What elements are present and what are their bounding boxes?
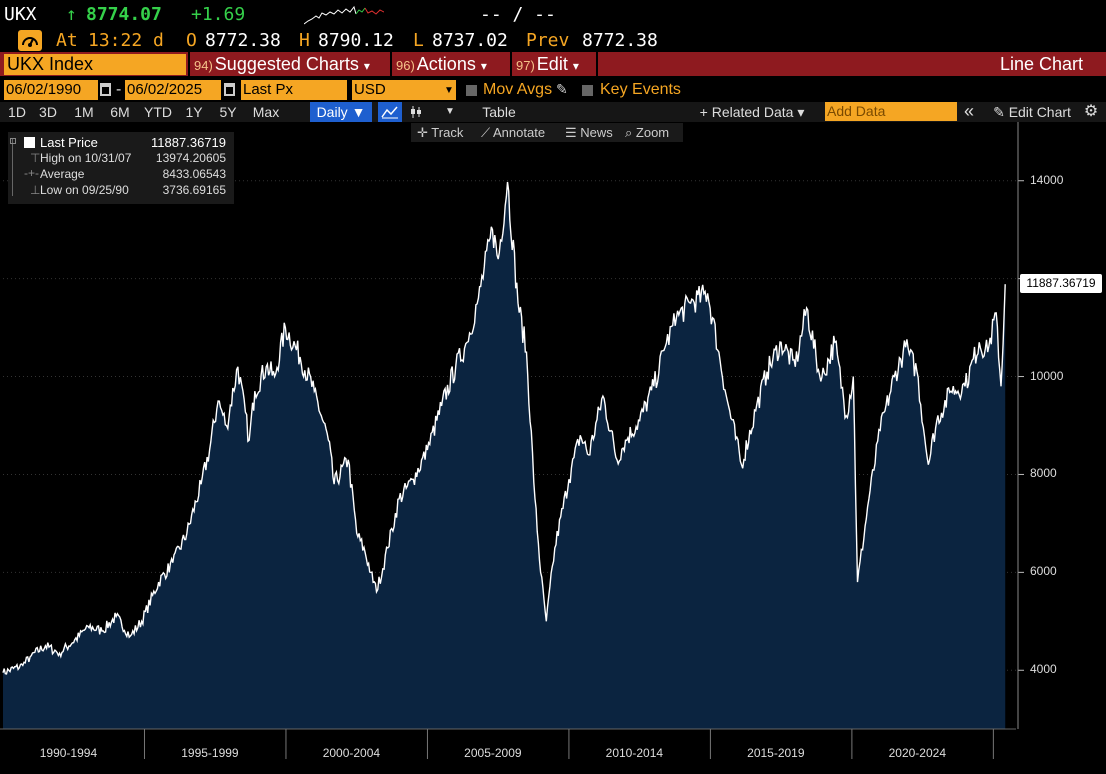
series-swatch — [24, 137, 35, 148]
caret-down-icon: ▾ — [363, 59, 370, 73]
add-data-input[interactable]: Add Data — [825, 102, 957, 121]
low-label: L — [413, 30, 424, 51]
date-separator: - — [116, 81, 122, 98]
open-value: 8772.38 — [205, 30, 281, 51]
caret-down-icon: ▾ — [480, 59, 487, 73]
average-marker-icon: -+- — [24, 166, 39, 180]
y-tick-label: 10000 — [1030, 368, 1064, 383]
quote-line-primary: UKX ↑ 8774.07 +1.69 -- / -- — [0, 0, 1106, 28]
x-tick-label: 2015-2019 — [747, 746, 805, 760]
edit-menu[interactable]: 97) Edit ▾ — [516, 54, 579, 74]
security-field[interactable]: UKX Index — [4, 54, 186, 75]
range-button-6m[interactable]: 6M — [110, 104, 130, 120]
quote-line-secondary: At 13:22 d O 8772.38 H 8790.12 L 8737.02… — [0, 28, 1106, 52]
x-tick-label: 1990-1994 — [39, 746, 98, 760]
x-tick-label: 2005-2009 — [464, 746, 522, 760]
pencil-icon: ✎ — [993, 104, 1005, 120]
legend-bracket — [12, 138, 13, 196]
table-button[interactable]: Table — [482, 104, 516, 120]
field-selector[interactable]: Last Px — [241, 80, 347, 100]
calendar-icon[interactable] — [100, 83, 111, 96]
chevron-down-icon[interactable]: ▼ — [444, 85, 454, 96]
range-button-1y[interactable]: 1Y — [185, 104, 203, 120]
high-value: 8790.12 — [318, 30, 394, 51]
chart-tools: ✛ Track ⟋ Annotate ☰ News ⌕ Zoom — [411, 123, 683, 142]
candlestick-icon[interactable] — [404, 102, 428, 122]
y-tick-label: 6000 — [1030, 564, 1057, 579]
range-button-1m[interactable]: 1M — [74, 104, 94, 120]
prev-label: Prev — [526, 30, 570, 51]
quote-time: 13:22 d — [88, 30, 164, 51]
last-value-flag: 11887.36719 — [1020, 274, 1102, 294]
range-button-max[interactable]: Max — [252, 104, 280, 120]
price-area — [3, 182, 1006, 729]
chart-legend: Last Price 11887.36719 ⊤ High on 10/31/0… — [8, 132, 234, 204]
y-tick-label: 8000 — [1030, 466, 1057, 481]
gauge-icon[interactable] — [18, 30, 42, 51]
y-tick-label: 4000 — [1030, 662, 1057, 677]
gear-icon[interactable]: ⚙ — [1083, 103, 1099, 120]
mov-avgs-checkbox[interactable] — [466, 85, 477, 96]
legend-high: ⊤ High on 10/31/07 13974.20605 — [30, 151, 226, 165]
price-change: +1.69 — [191, 4, 246, 25]
high-marker-icon: ⊤ — [30, 151, 41, 165]
magnifier-icon: ⌕ — [625, 125, 633, 140]
news-tool[interactable]: ☰ News — [565, 125, 613, 140]
frequency-selector[interactable]: Daily ▼ — [310, 102, 372, 122]
chart-type-dropdown[interactable]: ▼ — [445, 106, 455, 117]
line-tool-icon: ⟋ — [481, 125, 491, 140]
range-button-ytd[interactable]: YTD — [144, 104, 172, 120]
key-events-checkbox[interactable] — [582, 85, 593, 96]
start-date-field[interactable]: 06/02/1990 — [4, 80, 98, 100]
legend-average: -+- Average 8433.06543 — [24, 166, 226, 181]
key-events-label[interactable]: Key Events — [600, 81, 681, 98]
range-button-1d[interactable]: 1D — [8, 104, 26, 120]
prev-value: 8772.38 — [582, 30, 658, 51]
date-controls: 06/02/1990 - 06/02/2025 Last Px USD ▼ Mo… — [0, 80, 1106, 102]
range-button-5y[interactable]: 5Y — [219, 104, 237, 120]
caret-down-icon: ▾ — [572, 59, 579, 73]
actions-menu[interactable]: 96) Actions ▾ — [396, 54, 487, 74]
currency-selector[interactable]: USD — [352, 80, 456, 100]
open-label: O — [186, 30, 197, 51]
range-button-3d[interactable]: 3D — [39, 104, 57, 120]
suggested-charts-menu[interactable]: 94) Suggested Charts ▾ — [194, 54, 370, 74]
x-tick-label: 2020-2024 — [888, 746, 946, 760]
zoom-tool[interactable]: ⌕ Zoom — [625, 125, 670, 140]
low-value: 8737.02 — [432, 30, 508, 51]
line-chart-icon[interactable] — [378, 102, 402, 122]
legend-low: ⊥ Low on 09/25/90 3736.69165 — [30, 183, 226, 197]
low-marker-icon: ⊥ — [30, 183, 41, 197]
x-tick-label: 1995-1999 — [181, 746, 239, 760]
crosshair-icon: ✛ — [417, 125, 428, 140]
news-icon: ☰ — [565, 125, 577, 140]
price-chart[interactable] — [0, 122, 1106, 774]
ticker-symbol: UKX — [4, 4, 37, 25]
annotate-tool[interactable]: ⟋ Annotate — [481, 125, 546, 140]
pencil-icon[interactable]: ✎ — [556, 81, 568, 97]
x-tick-label: 2010-2014 — [605, 746, 664, 760]
y-tick-label: 14000 — [1030, 172, 1064, 187]
calendar-icon[interactable] — [224, 83, 235, 96]
up-arrow-icon: ↑ — [66, 4, 77, 25]
chart-type-label[interactable]: Line Chart — [1000, 54, 1084, 74]
price-line — [2, 181, 1006, 675]
legend-last-price[interactable]: Last Price 11887.36719 — [8, 135, 234, 151]
related-data-button[interactable]: + Related Data ▾ — [699, 104, 805, 120]
time-prefix: At — [56, 30, 78, 51]
collapse-icon[interactable]: « — [963, 101, 974, 121]
last-price: 8774.07 — [86, 4, 162, 25]
edit-chart-button[interactable]: ✎ Edit Chart — [993, 104, 1071, 120]
x-tick-label: 2000-2004 — [322, 746, 381, 760]
end-date-field[interactable]: 06/02/2025 — [125, 80, 221, 100]
track-tool[interactable]: ✛ Track — [417, 125, 464, 140]
sparkline-icon — [304, 5, 384, 25]
mov-avgs-label[interactable]: Mov Avgs — [483, 81, 553, 98]
collapse-legend-icon[interactable] — [10, 138, 16, 144]
high-label: H — [299, 30, 310, 51]
bid-ask: -- / -- — [480, 4, 556, 25]
